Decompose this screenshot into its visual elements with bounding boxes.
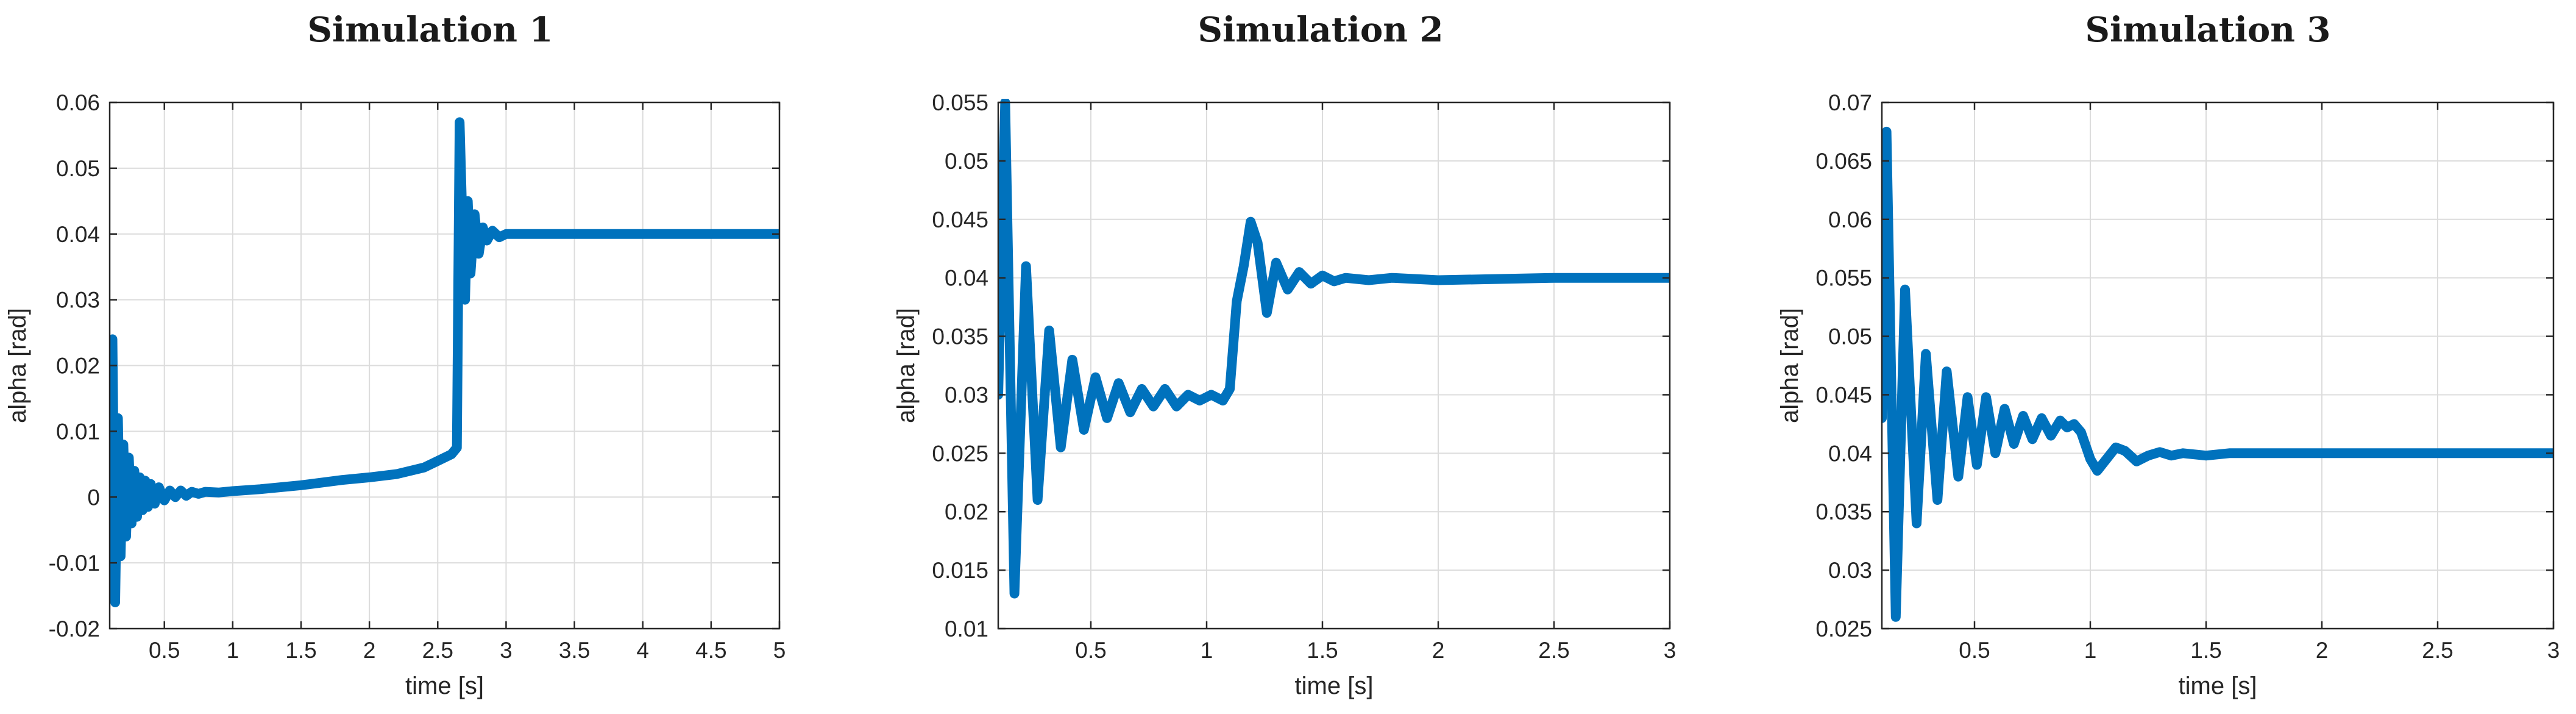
x-axis-label: time [s] — [405, 673, 484, 699]
y-tick-label: 0.01 — [945, 616, 988, 641]
x-tick-label: 0.5 — [1959, 638, 1990, 663]
y-tick-label: 0.02 — [56, 354, 100, 379]
x-tick-label: 0.5 — [1075, 638, 1106, 663]
x-tick-label: 0.5 — [149, 638, 180, 663]
y-axis-label: alpha [rad] — [893, 308, 920, 423]
y-tick-label: 0.04 — [56, 222, 100, 247]
x-tick-label: 3.5 — [559, 638, 590, 663]
y-tick-label: 0 — [87, 485, 100, 510]
y-tick-label: 0.015 — [932, 558, 988, 583]
x-tick-label: 2 — [1432, 638, 1445, 663]
y-tick-label: 0.03 — [1828, 558, 1872, 583]
x-tick-label: 3 — [2547, 638, 2560, 663]
y-tick-label: 0.055 — [932, 90, 988, 115]
x-tick-label: 2.5 — [2422, 638, 2453, 663]
y-tick-label: 0.035 — [1815, 499, 1872, 524]
y-tick-label: 0.035 — [932, 324, 988, 349]
chart-title: Simulation 1 — [308, 10, 553, 50]
x-tick-label: 1.5 — [1307, 638, 1338, 663]
y-tick-label: 0.055 — [1815, 266, 1872, 291]
x-tick-label: 1 — [1201, 638, 1213, 663]
y-tick-label: 0.03 — [56, 288, 100, 313]
y-tick-label: -0.02 — [49, 616, 100, 641]
y-tick-label: 0.02 — [945, 499, 988, 524]
chart-title: Simulation 3 — [2085, 10, 2331, 50]
y-tick-label: 0.01 — [56, 419, 100, 444]
x-tick-label: 2 — [2316, 638, 2329, 663]
chart-panel-3: Simulation 3 0.5 1 1.5 2 2.5 3 0.025 0.03 0.035 0.… — [1776, 10, 2560, 699]
y-tick-label: 0.025 — [932, 441, 988, 466]
x-tick-label: 1 — [2084, 638, 2097, 663]
axes-frame — [1881, 101, 2555, 630]
x-tick-label: 2 — [363, 638, 376, 663]
y-tick-label: 0.05 — [56, 156, 100, 181]
x-tick-label: 4 — [636, 638, 649, 663]
y-tick-label: 0.04 — [1828, 441, 1872, 466]
y-tick-label: 0.06 — [56, 90, 100, 115]
x-tick-label: 2.5 — [422, 638, 453, 663]
y-tick-label: 0.07 — [1828, 90, 1872, 115]
y-tick-label: 0.045 — [1815, 382, 1872, 407]
chart-panel-1: Simulation 1 0.5 1 1.5 2 2.5 3 3.5 4 4.5 5 -0.02 -0.… — [4, 10, 786, 699]
chart-title: Simulation 2 — [1198, 10, 1444, 50]
y-tick-label: 0.03 — [945, 382, 988, 407]
x-tick-label: 1.5 — [285, 638, 316, 663]
x-tick-label: 3 — [1664, 638, 1677, 663]
x-tick-label: 1.5 — [2190, 638, 2221, 663]
y-tick-label: 0.045 — [932, 207, 988, 232]
x-tick-label: 4.5 — [695, 638, 726, 663]
axes-frame — [997, 101, 1671, 630]
y-tick-label: 0.065 — [1815, 149, 1872, 174]
x-axis-label: time [s] — [2179, 673, 2257, 699]
y-tick-label: 0.05 — [945, 149, 988, 174]
plot-area — [1882, 102, 2553, 629]
x-tick-label: 2.5 — [1538, 638, 1569, 663]
y-tick-label: 0.05 — [1828, 324, 1872, 349]
series-line-alpha — [1882, 126, 2553, 622]
y-axis-label: alpha [rad] — [4, 308, 31, 423]
series-line-alpha — [998, 99, 1670, 599]
x-tick-label: 5 — [773, 638, 786, 663]
plot-area — [998, 102, 1670, 629]
y-tick-label: 0.04 — [945, 266, 988, 291]
y-axis-label: alpha [rad] — [1776, 308, 1803, 423]
chart-panel-2: Simulation 2 0.5 1 1.5 2 2.5 3 0.01 0.015 0.02 0.0… — [893, 10, 1676, 699]
x-axis-label: time [s] — [1295, 673, 1374, 699]
y-tick-label: 0.06 — [1828, 207, 1872, 232]
series-line-alpha — [110, 117, 779, 607]
x-tick-label: 1 — [227, 638, 240, 663]
x-tick-label: 3 — [500, 638, 513, 663]
y-tick-label: -0.01 — [49, 551, 100, 576]
y-tick-label: 0.025 — [1815, 616, 1872, 641]
